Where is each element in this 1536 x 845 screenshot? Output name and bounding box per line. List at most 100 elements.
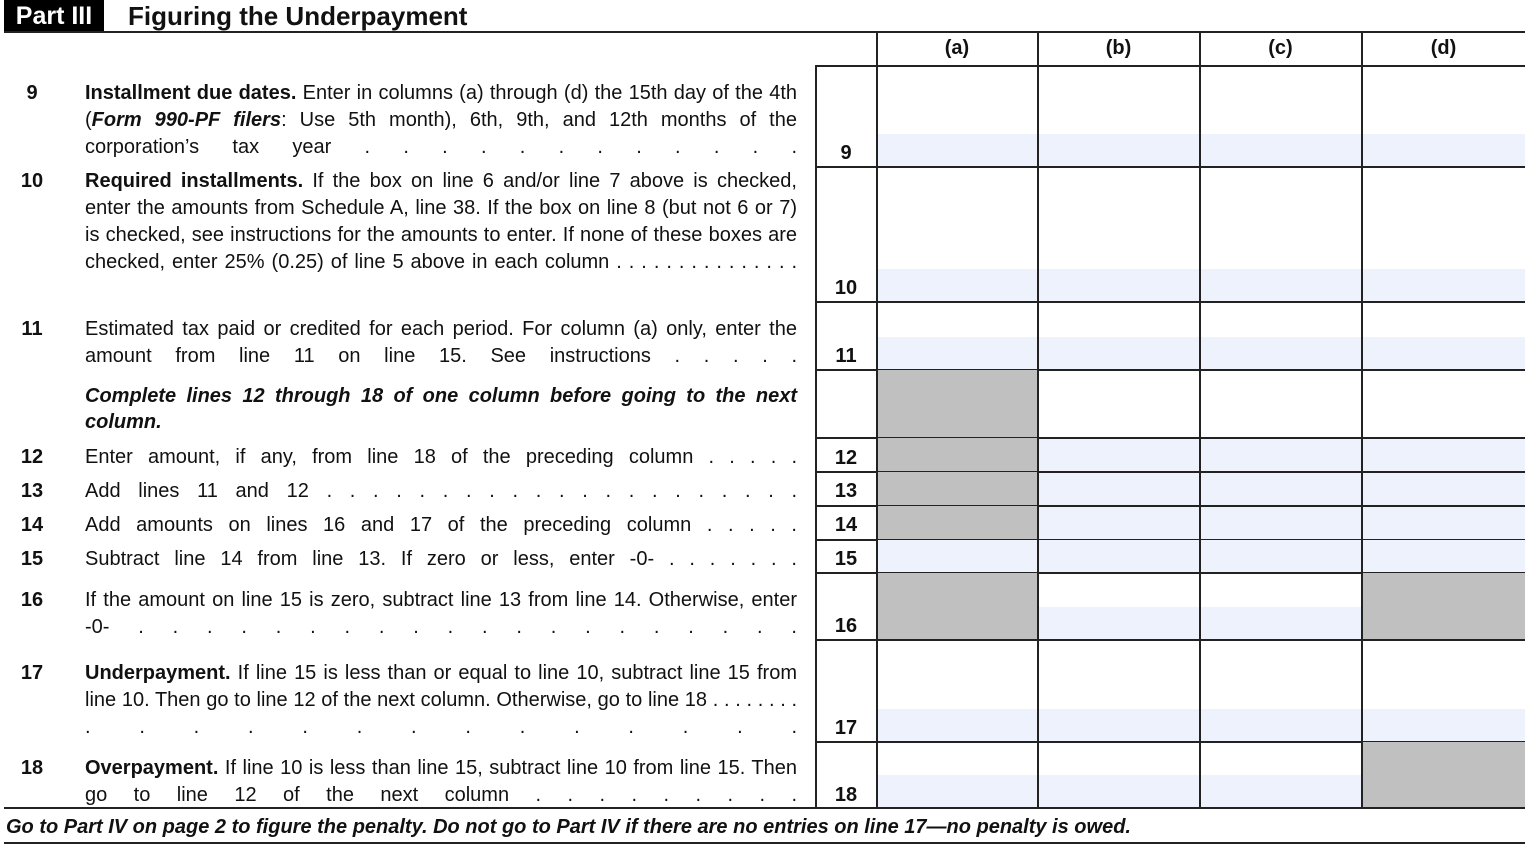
line-label-9: 9 (840, 142, 852, 164)
line-body: Subtract line 14 from line 13. If zero o… (85, 548, 655, 570)
line-label-12: 12 (834, 447, 858, 469)
dot-leader: . . . . . . . . . . . . (364, 136, 798, 158)
column-instruction: Complete lines 12 through 18 of one colu… (85, 383, 797, 435)
input-field-line-9-d[interactable] (1362, 134, 1525, 166)
input-field-line-18-b[interactable] (1038, 775, 1199, 807)
input-field-line-13-c[interactable] (1200, 473, 1361, 505)
line-12-text: Enter amount, if any, from line 18 of th… (85, 444, 797, 471)
input-field-line-13-b[interactable] (1038, 473, 1199, 505)
input-field-line-11-d[interactable] (1362, 337, 1525, 369)
row-rule (815, 741, 1525, 743)
line-lead: Installment due dates. (85, 82, 297, 104)
dot-leader: . . . . . . . . . . . . . . . . . . . . (138, 616, 797, 638)
column-header-a: (a) (944, 37, 970, 59)
dot-leader: . . . . . . . . . . . . . . . (616, 251, 798, 273)
input-field-line-15-d[interactable] (1362, 540, 1525, 572)
input-field-line-10-c[interactable] (1200, 269, 1361, 301)
input-field-line-12-c[interactable] (1200, 439, 1361, 471)
input-field-line-12-d[interactable] (1362, 439, 1525, 471)
line-number: 12 (20, 446, 44, 468)
line-number: 15 (20, 548, 44, 570)
input-field-line-13-d[interactable] (1362, 473, 1525, 505)
line-number: 18 (20, 757, 44, 779)
column-header-b: (b) (1105, 37, 1132, 59)
row-rule (815, 166, 1525, 168)
input-field-line-11-c[interactable] (1200, 337, 1361, 369)
input-field-line-16-b[interactable] (1038, 607, 1199, 639)
row-rule (815, 437, 1525, 439)
line-14-text: Add amounts on lines 16 and 17 of the pr… (85, 512, 797, 539)
input-field-line-9-a[interactable] (877, 134, 1037, 166)
row-rule (815, 301, 1525, 303)
input-field-line-17-b[interactable] (1038, 709, 1199, 741)
dot-leader: . . . . . . . (668, 548, 797, 570)
input-field-line-11-b[interactable] (1038, 337, 1199, 369)
line-label-15: 15 (834, 548, 858, 570)
line-body: If line 10 is less than line 15, subtrac… (85, 757, 797, 806)
input-field-line-10-b[interactable] (1038, 269, 1199, 301)
input-field-line-16-c[interactable] (1200, 607, 1361, 639)
input-field-line-15-c[interactable] (1200, 540, 1361, 572)
column-rule (1037, 33, 1039, 808)
dot-leader: . . . . . . . . . . . . . . . . . . . . … (85, 689, 797, 738)
input-field-line-9-c[interactable] (1200, 134, 1361, 166)
shaded-cell (877, 573, 1037, 640)
part-badge: Part III (4, 0, 104, 32)
line-body: Estimated tax paid or credited for each … (85, 318, 797, 367)
line-9-text: Installment due dates. Enter in columns … (85, 80, 797, 161)
line-lead: Underpayment. (85, 662, 231, 684)
input-field-line-14-c[interactable] (1200, 507, 1361, 539)
column-rule (1199, 33, 1201, 808)
input-field-line-15-a[interactable] (877, 540, 1037, 572)
line-number: 13 (20, 480, 44, 502)
input-field-line-10-d[interactable] (1362, 269, 1525, 301)
row-rule (815, 369, 1525, 371)
input-field-line-9-b[interactable] (1038, 134, 1199, 166)
input-field-line-14-b[interactable] (1038, 507, 1199, 539)
line-lead: Required installments. (85, 170, 304, 192)
line-number: 16 (20, 589, 44, 611)
input-field-line-12-b[interactable] (1038, 439, 1199, 471)
column-rule (815, 66, 817, 808)
line-number: 11 (21, 318, 43, 340)
row-rule (815, 807, 1525, 809)
input-field-line-15-b[interactable] (1038, 540, 1199, 572)
line-number: 14 (20, 514, 44, 536)
input-field-line-18-c[interactable] (1200, 775, 1361, 807)
input-field-line-11-a[interactable] (877, 337, 1037, 369)
line-13-text: Add lines 11 and 12 . . . . . . . . . . … (85, 478, 797, 505)
line-11-text: Estimated tax paid or credited for each … (85, 316, 797, 370)
dot-leader: . . . . . (706, 514, 797, 536)
input-field-line-18-a[interactable] (877, 775, 1037, 807)
line-body: Add lines 11 and 12 (85, 480, 309, 502)
shaded-cell (877, 506, 1037, 540)
line-number: 17 (20, 662, 44, 684)
line-16-text: If the amount on line 15 is zero, subtra… (85, 587, 797, 641)
shaded-cell (1362, 573, 1525, 640)
input-field-line-10-a[interactable] (877, 269, 1037, 301)
line-label-14: 14 (834, 514, 858, 536)
rule (4, 807, 1525, 809)
line-number: 10 (20, 170, 44, 192)
input-field-line-17-a[interactable] (877, 709, 1037, 741)
line-label-16: 16 (834, 615, 858, 637)
row-rule (815, 572, 1525, 574)
line-lead: Overpayment. (85, 757, 219, 779)
shaded-cell (877, 472, 1037, 506)
line-body: : Use 5th month), 6th, 9th, and 12th mon… (85, 109, 797, 158)
row-rule (815, 471, 1525, 473)
column-header-c: (c) (1268, 37, 1293, 59)
input-field-line-17-d[interactable] (1362, 709, 1525, 741)
column-rule (876, 33, 878, 808)
rule (815, 65, 1525, 67)
line-body: If the amount on line 15 is zero, subtra… (85, 589, 797, 638)
footer-instruction: Go to Part IV on page 2 to figure the pe… (6, 816, 1131, 838)
shaded-cell (1362, 742, 1525, 808)
input-field-line-14-d[interactable] (1362, 507, 1525, 539)
dot-leader: . . . . . . . . . . . . . . . . . . . . … (326, 480, 798, 502)
input-field-line-17-c[interactable] (1200, 709, 1361, 741)
rule (4, 31, 1525, 33)
line-label-11: 11 (835, 345, 857, 367)
line-18-text: Overpayment. If line 10 is less than lin… (85, 755, 797, 809)
